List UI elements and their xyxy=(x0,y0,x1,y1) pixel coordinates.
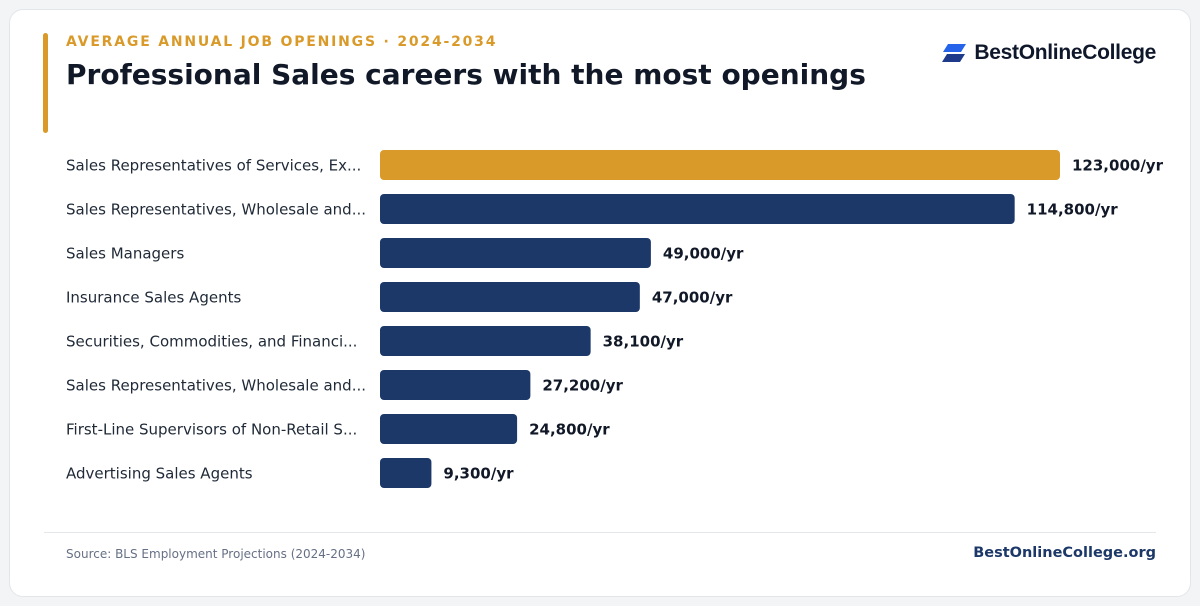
value-label: 114,800/yr xyxy=(1027,201,1119,219)
category-label: Sales Representatives, Wholesale and... xyxy=(66,377,366,395)
accent-bar xyxy=(43,33,48,133)
category-label: Sales Representatives of Services, Ex... xyxy=(66,157,361,175)
category-label: Sales Managers xyxy=(66,245,184,263)
bar-chart: Sales Representatives of Services, Ex...… xyxy=(66,150,1164,488)
chart-title: Professional Sales careers with the most… xyxy=(66,58,866,91)
chart-eyebrow: AVERAGE ANNUAL JOB OPENINGS · 2024-2034 xyxy=(66,34,498,50)
category-label: Sales Representatives, Wholesale and... xyxy=(66,201,366,219)
footer-site-link[interactable]: BestOnlineCollege.org xyxy=(973,545,1156,561)
source-note: Source: BLS Employment Projections (2024… xyxy=(66,547,366,561)
value-label: 49,000/yr xyxy=(663,245,744,263)
bar[interactable] xyxy=(380,238,651,268)
category-label: Insurance Sales Agents xyxy=(66,289,241,307)
brand-name: BestOnlineCollege xyxy=(974,41,1156,64)
brand-logo-icon xyxy=(942,44,967,62)
bar[interactable] xyxy=(380,414,518,444)
category-label: Advertising Sales Agents xyxy=(66,465,253,483)
bar[interactable] xyxy=(380,458,432,488)
value-label: 27,200/yr xyxy=(542,377,623,395)
value-label: 24,800/yr xyxy=(529,421,610,439)
brand-logo[interactable]: BestOnlineCollege xyxy=(942,40,1156,66)
footer-divider xyxy=(44,532,1156,533)
bar[interactable] xyxy=(380,370,531,400)
bar[interactable] xyxy=(380,194,1015,224)
bar[interactable] xyxy=(380,150,1060,180)
value-label: 38,100/yr xyxy=(603,333,684,351)
bar[interactable] xyxy=(380,326,591,356)
value-label: 47,000/yr xyxy=(652,289,733,307)
value-label: 9,300/yr xyxy=(443,465,514,483)
category-label: First-Line Supervisors of Non-Retail S..… xyxy=(66,421,357,439)
bar[interactable] xyxy=(380,282,640,312)
value-label: 123,000/yr xyxy=(1072,157,1164,175)
category-label: Securities, Commodities, and Financi... xyxy=(66,333,357,351)
